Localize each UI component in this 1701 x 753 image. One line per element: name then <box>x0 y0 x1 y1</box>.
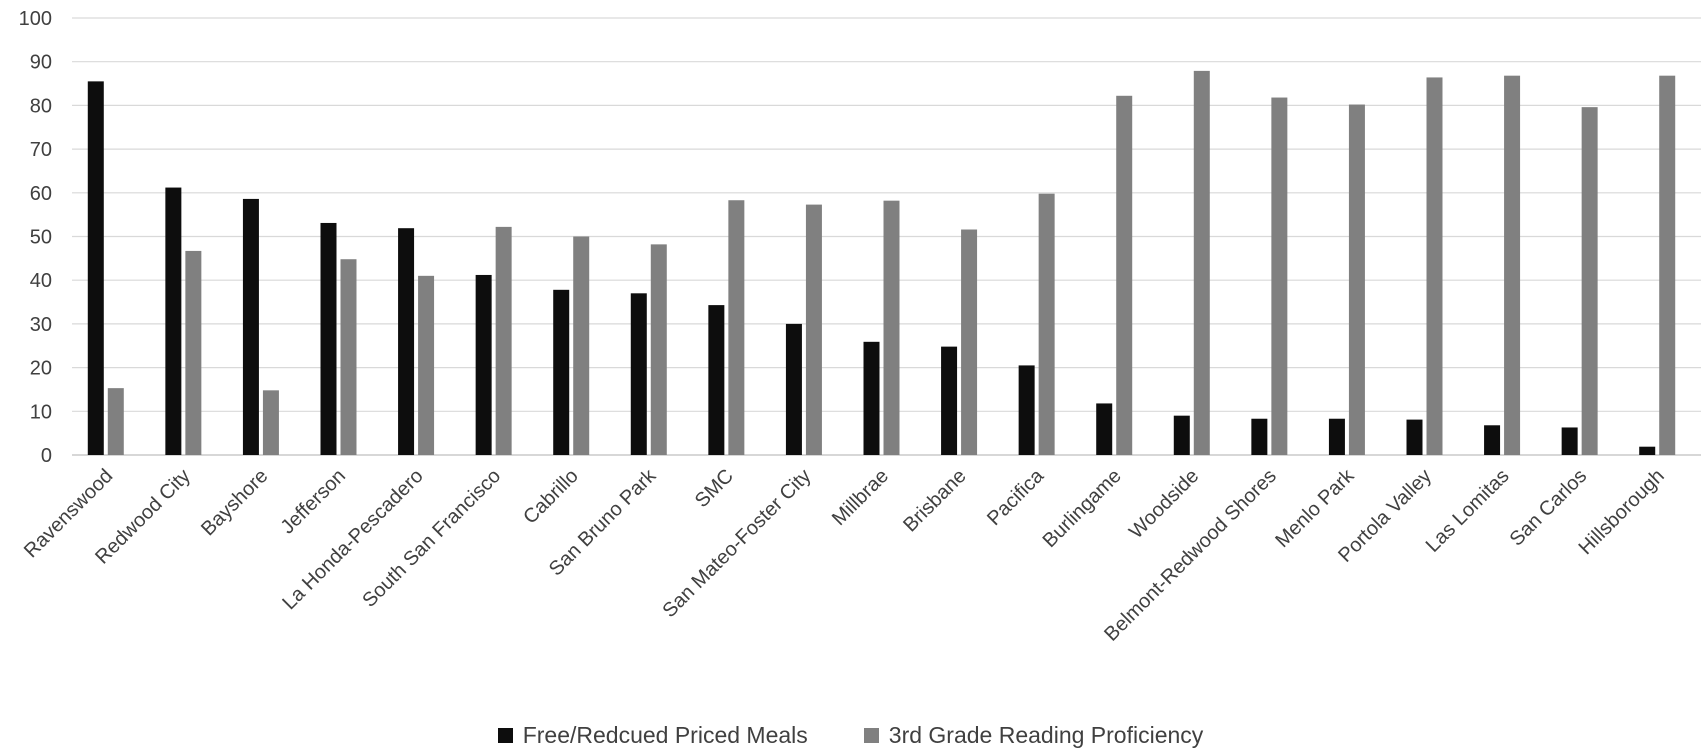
y-tick-label-50: 50 <box>30 227 52 249</box>
bar-meals-pacifica <box>1018 365 1035 455</box>
legend-swatch-meals <box>497 728 513 743</box>
y-tick-label-90: 90 <box>30 52 52 74</box>
y-tick-label-60: 60 <box>30 183 52 205</box>
bar-reading-south-san-francisco <box>495 226 512 455</box>
bar-reading-cabrillo <box>573 236 590 455</box>
x-tick-label-bayshore: Bayshore <box>197 465 272 540</box>
x-tick-label-cabrillo: Cabrillo <box>519 465 583 529</box>
bar-meals-san-carlos <box>1561 427 1578 455</box>
y-tick-label-30: 30 <box>30 314 52 336</box>
bar-reading-san-mateo-foster-city <box>805 204 822 455</box>
bars <box>87 70 1676 456</box>
x-tick-label-pacifica: Pacifica <box>983 464 1049 530</box>
bar-reading-pacifica <box>1038 193 1055 455</box>
bar-reading-millbrae <box>883 200 900 455</box>
bar-reading-belmont-redwood-shores <box>1271 97 1288 455</box>
x-tick-label-la-honda-pescadero: La Honda-Pescadero <box>278 465 427 614</box>
bar-reading-menlo-park <box>1348 104 1365 455</box>
bar-chart: 0 10 20 30 40 50 60 70 80 90 100 RavenswoodRedwood… <box>19 8 1701 646</box>
x-tick-label-brisbane: Brisbane <box>899 465 970 536</box>
bar-reading-ravenswood <box>107 388 124 455</box>
y-tick-label-100: 100 <box>19 8 52 30</box>
bar-meals-las-lomitas <box>1484 425 1501 455</box>
bar-meals-ravenswood <box>87 81 104 456</box>
x-tick-label-san-mateo-foster-city: San Mateo-Foster City <box>658 465 815 622</box>
bar-meals-bayshore <box>242 198 259 455</box>
bar-meals-belmont-redwood-shores <box>1251 418 1268 455</box>
x-tick-label-smc: SMC <box>691 465 738 512</box>
bar-reading-burlingame <box>1116 95 1133 455</box>
bar-meals-la-honda-pescadero <box>398 228 415 455</box>
bar-meals-hillsborough <box>1639 446 1656 455</box>
bar-reading-jefferson <box>340 259 357 455</box>
bar-meals-san-bruno-park <box>630 293 647 455</box>
bar-meals-jefferson <box>320 222 337 455</box>
bar-meals-smc <box>708 305 725 455</box>
x-tick-label-san-carlos: San Carlos <box>1506 465 1592 551</box>
bar-meals-san-mateo-foster-city <box>785 323 802 455</box>
bar-meals-millbrae <box>863 341 880 455</box>
bar-meals-burlingame <box>1096 403 1113 455</box>
bar-meals-south-san-francisco <box>475 274 492 455</box>
y-tick-label-0: 0 <box>41 445 52 467</box>
x-tick-label-jefferson: Jefferson <box>277 465 350 538</box>
bar-reading-las-lomitas <box>1504 75 1521 456</box>
x-tick-label-millbrae: Millbrae <box>828 465 893 530</box>
legend: Free/Redcued Priced Meals 3rd Grade Read… <box>0 722 1701 749</box>
legend-label-meals: Free/Redcued Priced Meals <box>522 722 808 748</box>
y-tick-label-40: 40 <box>30 270 52 292</box>
bar-reading-brisbane <box>961 229 978 455</box>
bar-reading-woodside <box>1193 70 1210 455</box>
y-axis-tick-labels: 0 10 20 30 40 50 60 70 80 90 100 <box>19 8 52 467</box>
x-tick-label-burlingame: Burlingame <box>1039 465 1126 552</box>
x-tick-label-las-lomitas: Las Lomitas <box>1422 465 1514 557</box>
bar-meals-redwood-city <box>165 187 182 455</box>
bar-meals-portola-valley <box>1406 419 1423 455</box>
x-tick-label-woodside: Woodside <box>1125 465 1203 543</box>
y-tick-label-20: 20 <box>30 358 52 380</box>
bar-reading-hillsborough <box>1659 75 1676 456</box>
bar-reading-bayshore <box>262 390 279 455</box>
bar-meals-cabrillo <box>553 289 570 455</box>
bar-reading-san-bruno-park <box>650 244 667 455</box>
bar-meals-brisbane <box>941 346 958 455</box>
bar-reading-san-carlos <box>1581 107 1598 455</box>
y-tick-label-70: 70 <box>30 139 52 161</box>
legend-item-reading: 3rd Grade Reading Proficiency <box>863 722 1204 749</box>
bar-meals-menlo-park <box>1328 418 1345 455</box>
legend-swatch-reading <box>863 728 879 743</box>
bar-reading-redwood-city <box>185 250 202 455</box>
bar-reading-portola-valley <box>1426 77 1443 455</box>
x-tick-label-south-san-francisco: South San Francisco <box>358 465 505 612</box>
bar-meals-woodside <box>1173 415 1190 455</box>
bar-reading-smc <box>728 200 745 455</box>
bar-reading-la-honda-pescadero <box>418 275 435 455</box>
legend-label-reading: 3rd Grade Reading Proficiency <box>888 722 1204 748</box>
legend-item-meals: Free/Redcued Priced Meals <box>497 722 808 749</box>
y-tick-label-80: 80 <box>30 95 52 117</box>
y-tick-label-10: 10 <box>30 401 52 423</box>
